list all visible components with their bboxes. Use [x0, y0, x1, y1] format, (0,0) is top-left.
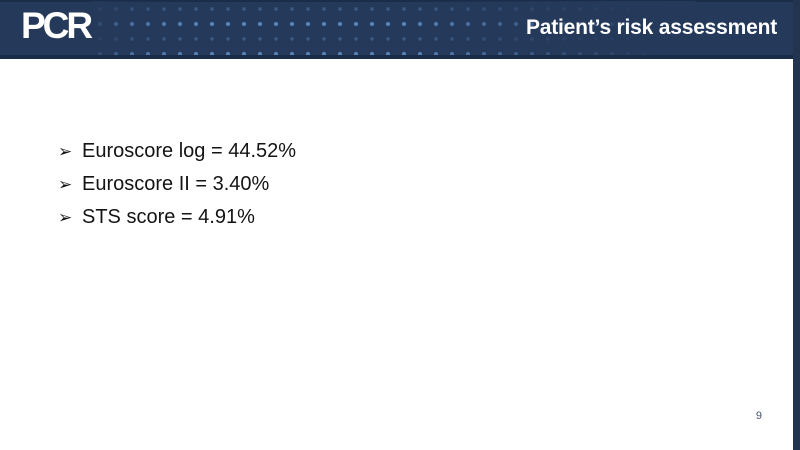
pcr-logo: PCR — [21, 5, 93, 46]
bullet-item-euroscore-ii: ➢ Euroscore II = 3.40% — [58, 168, 760, 201]
bullet-item-sts-score: ➢ STS score = 4.91% — [58, 201, 760, 234]
header-dot-pattern — [92, 1, 695, 55]
bullet-text: STS score = 4.91% — [82, 206, 255, 228]
slide-header: PCR Patient’s risk assessment — [0, 0, 800, 59]
bullet-item-euroscore-log: ➢ Euroscore log = 44.52% — [58, 135, 760, 168]
slide-content: ➢ Euroscore log = 44.52% ➢ Euroscore II … — [58, 135, 760, 234]
arrow-bullet-icon: ➢ — [58, 142, 73, 161]
bullet-text: Euroscore II = 3.40% — [82, 173, 270, 195]
right-edge-bar — [793, 0, 800, 450]
slide-title: Patient’s risk assessment — [525, 16, 777, 39]
bullet-list: ➢ Euroscore log = 44.52% ➢ Euroscore II … — [58, 135, 760, 234]
bullet-text: Euroscore log = 44.52% — [82, 140, 297, 162]
page-number: 9 — [755, 410, 762, 422]
arrow-bullet-icon: ➢ — [58, 208, 73, 227]
arrow-bullet-icon: ➢ — [58, 175, 73, 194]
